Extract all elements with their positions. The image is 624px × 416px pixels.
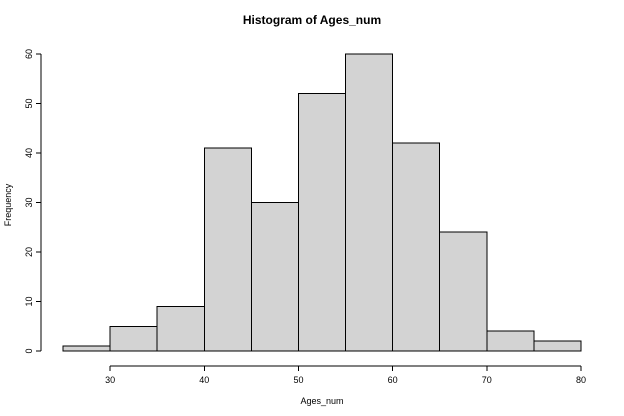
histogram-bar-55-60 [345,53,394,352]
x-tick-label-70: 70 [482,375,492,385]
histogram-bar-30-35 [109,325,158,352]
y-tick-label-30: 30 [24,197,34,207]
y-axis-label: Frequency [3,183,13,226]
x-tick-label-40: 40 [199,375,209,385]
y-tick-label-60: 60 [24,49,34,59]
chart-title: Histogram of Ages_num [243,13,381,27]
y-axis: 0 10 20 30 40 50 60 [24,49,42,354]
histogram-bar-70-75 [486,330,535,352]
x-axis-label: Ages_num [300,396,343,406]
histogram-bar-60-65 [392,142,441,352]
y-tick-label-50: 50 [24,98,34,108]
x-tick-label-50: 50 [293,375,303,385]
histogram-bar-40-45 [203,147,252,352]
bars-layer [62,53,582,352]
histogram-bar-50-55 [298,93,347,352]
histogram-bar-45-50 [250,202,299,352]
y-tick-label-20: 20 [24,247,34,257]
y-tick-label-40: 40 [24,148,34,158]
x-tick-label-30: 30 [105,375,115,385]
histogram-bar-75-80 [533,340,582,352]
y-tick-label-10: 10 [24,296,34,306]
histogram-bar-65-70 [439,231,488,352]
y-tick-label-0: 0 [24,348,34,353]
x-tick-label-60: 60 [388,375,398,385]
x-axis: 30 40 50 60 70 80 [105,365,586,385]
histogram-bar-35-40 [156,305,205,352]
histogram-bar-25-30 [62,345,111,352]
x-tick-label-80: 80 [576,375,586,385]
